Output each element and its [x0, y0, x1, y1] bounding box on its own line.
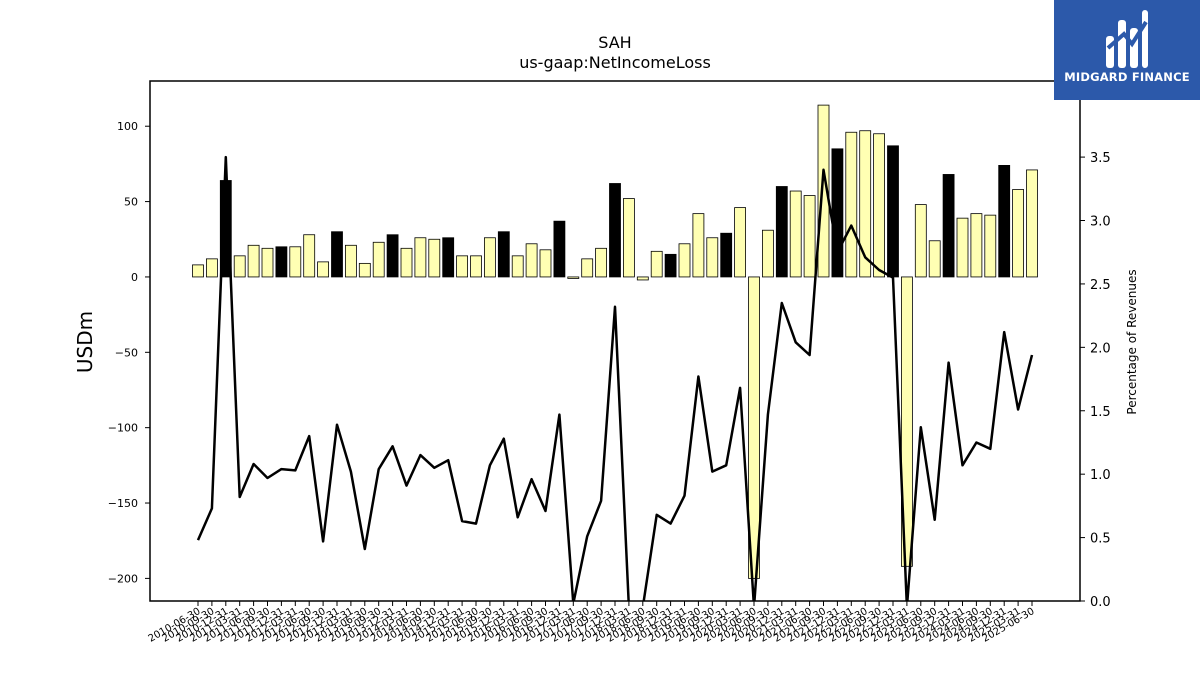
bar: [859, 130, 872, 278]
bar: [275, 246, 288, 278]
y-tick-label: 100: [117, 120, 138, 133]
bar: [205, 258, 218, 278]
bar: [470, 255, 482, 278]
bar: [887, 145, 899, 278]
bar: [956, 217, 969, 278]
y2-tick-label: 0.0: [1090, 595, 1111, 610]
bar: [247, 244, 260, 278]
bar: [581, 258, 594, 278]
bar: [192, 264, 204, 278]
bar: [984, 214, 997, 278]
bar: [539, 249, 552, 278]
y-tick-label: 50: [124, 196, 138, 209]
bar: [317, 261, 330, 278]
bar: [303, 234, 316, 278]
bar: [775, 186, 788, 278]
bar: [789, 190, 802, 278]
bar: [650, 250, 663, 278]
bar: [442, 237, 455, 278]
y-tick-label: −50: [115, 346, 138, 359]
y2-tick-label: 2.0: [1090, 341, 1111, 356]
bar: [428, 238, 441, 278]
bar: [817, 104, 830, 278]
bar: [511, 255, 524, 278]
bar: [414, 237, 427, 278]
bar: [344, 244, 357, 278]
bar: [289, 246, 302, 278]
bar: [803, 195, 816, 278]
bar: [331, 231, 343, 278]
bar: [692, 213, 705, 278]
bar: [901, 276, 913, 567]
ticks-layer: 100 50 0 −50 −100 −150 −200 0.0 0.5 1.0 1.5 2.0 2.5 3…: [108, 120, 1111, 644]
bar: [706, 237, 719, 278]
bar: [233, 255, 246, 278]
bar: [664, 253, 677, 278]
bar: [678, 243, 691, 278]
bar: [525, 243, 538, 278]
plot-frame: [149, 80, 1081, 602]
bar: [636, 276, 649, 281]
midgard-logo-icon: [1106, 10, 1148, 68]
bar: [748, 276, 760, 579]
bar: [720, 232, 733, 278]
bars-layer: [192, 104, 1038, 579]
bar: [998, 165, 1011, 278]
y2-tick-label: 1.5: [1090, 405, 1111, 420]
bar: [762, 229, 774, 278]
y-tick-label: −200: [108, 572, 138, 585]
y-axis-label: USDm: [73, 311, 97, 373]
bar: [831, 148, 844, 278]
bar: [970, 213, 983, 278]
bar: [623, 198, 635, 278]
bar: [497, 231, 510, 278]
y2-tick-label: 1.0: [1090, 468, 1111, 483]
y2-tick-label: 0.5: [1090, 532, 1111, 547]
bar: [928, 240, 941, 278]
y-tick-label: −150: [108, 497, 138, 510]
bar: [358, 262, 371, 278]
bar: [1026, 169, 1038, 278]
y2-tick-label: 3.5: [1090, 151, 1111, 166]
bar: [609, 183, 621, 278]
y-tick-label: −100: [108, 422, 138, 435]
bar: [567, 276, 580, 279]
brand-logo: MIDGARD FINANCE: [1054, 0, 1200, 100]
bar: [873, 133, 885, 278]
chart-title: SAH: [598, 33, 631, 52]
y2-tick-label: 2.5: [1090, 278, 1111, 293]
bar: [261, 247, 274, 278]
bar: [372, 241, 385, 278]
bar: [595, 247, 607, 278]
line-layer: [196, 155, 1034, 601]
y2-tick-label: 3.0: [1090, 215, 1111, 230]
y2-axis-label: Percentage of Revenues: [1125, 269, 1139, 414]
bar: [845, 131, 858, 278]
bar: [400, 247, 413, 278]
bar: [734, 207, 746, 278]
bar: [553, 220, 566, 278]
y-tick-label: 0: [131, 271, 138, 284]
bar: [914, 204, 927, 278]
percentage-line: [196, 155, 1034, 601]
bar: [1012, 189, 1024, 278]
chart-subtitle: us-gaap:NetIncomeLoss: [519, 53, 711, 72]
bar: [942, 174, 955, 278]
bar: [456, 255, 469, 278]
bar: [483, 237, 496, 278]
bar: [386, 234, 399, 278]
brand-name: MIDGARD FINANCE: [1064, 70, 1190, 84]
